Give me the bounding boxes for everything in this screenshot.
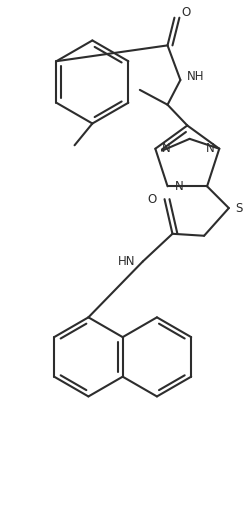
Text: S: S bbox=[234, 202, 241, 215]
Text: N: N bbox=[205, 142, 214, 155]
Text: NH: NH bbox=[186, 70, 204, 83]
Text: N: N bbox=[162, 142, 170, 155]
Text: HN: HN bbox=[117, 255, 134, 268]
Text: O: O bbox=[181, 6, 190, 19]
Text: O: O bbox=[147, 193, 156, 206]
Text: N: N bbox=[174, 180, 182, 193]
